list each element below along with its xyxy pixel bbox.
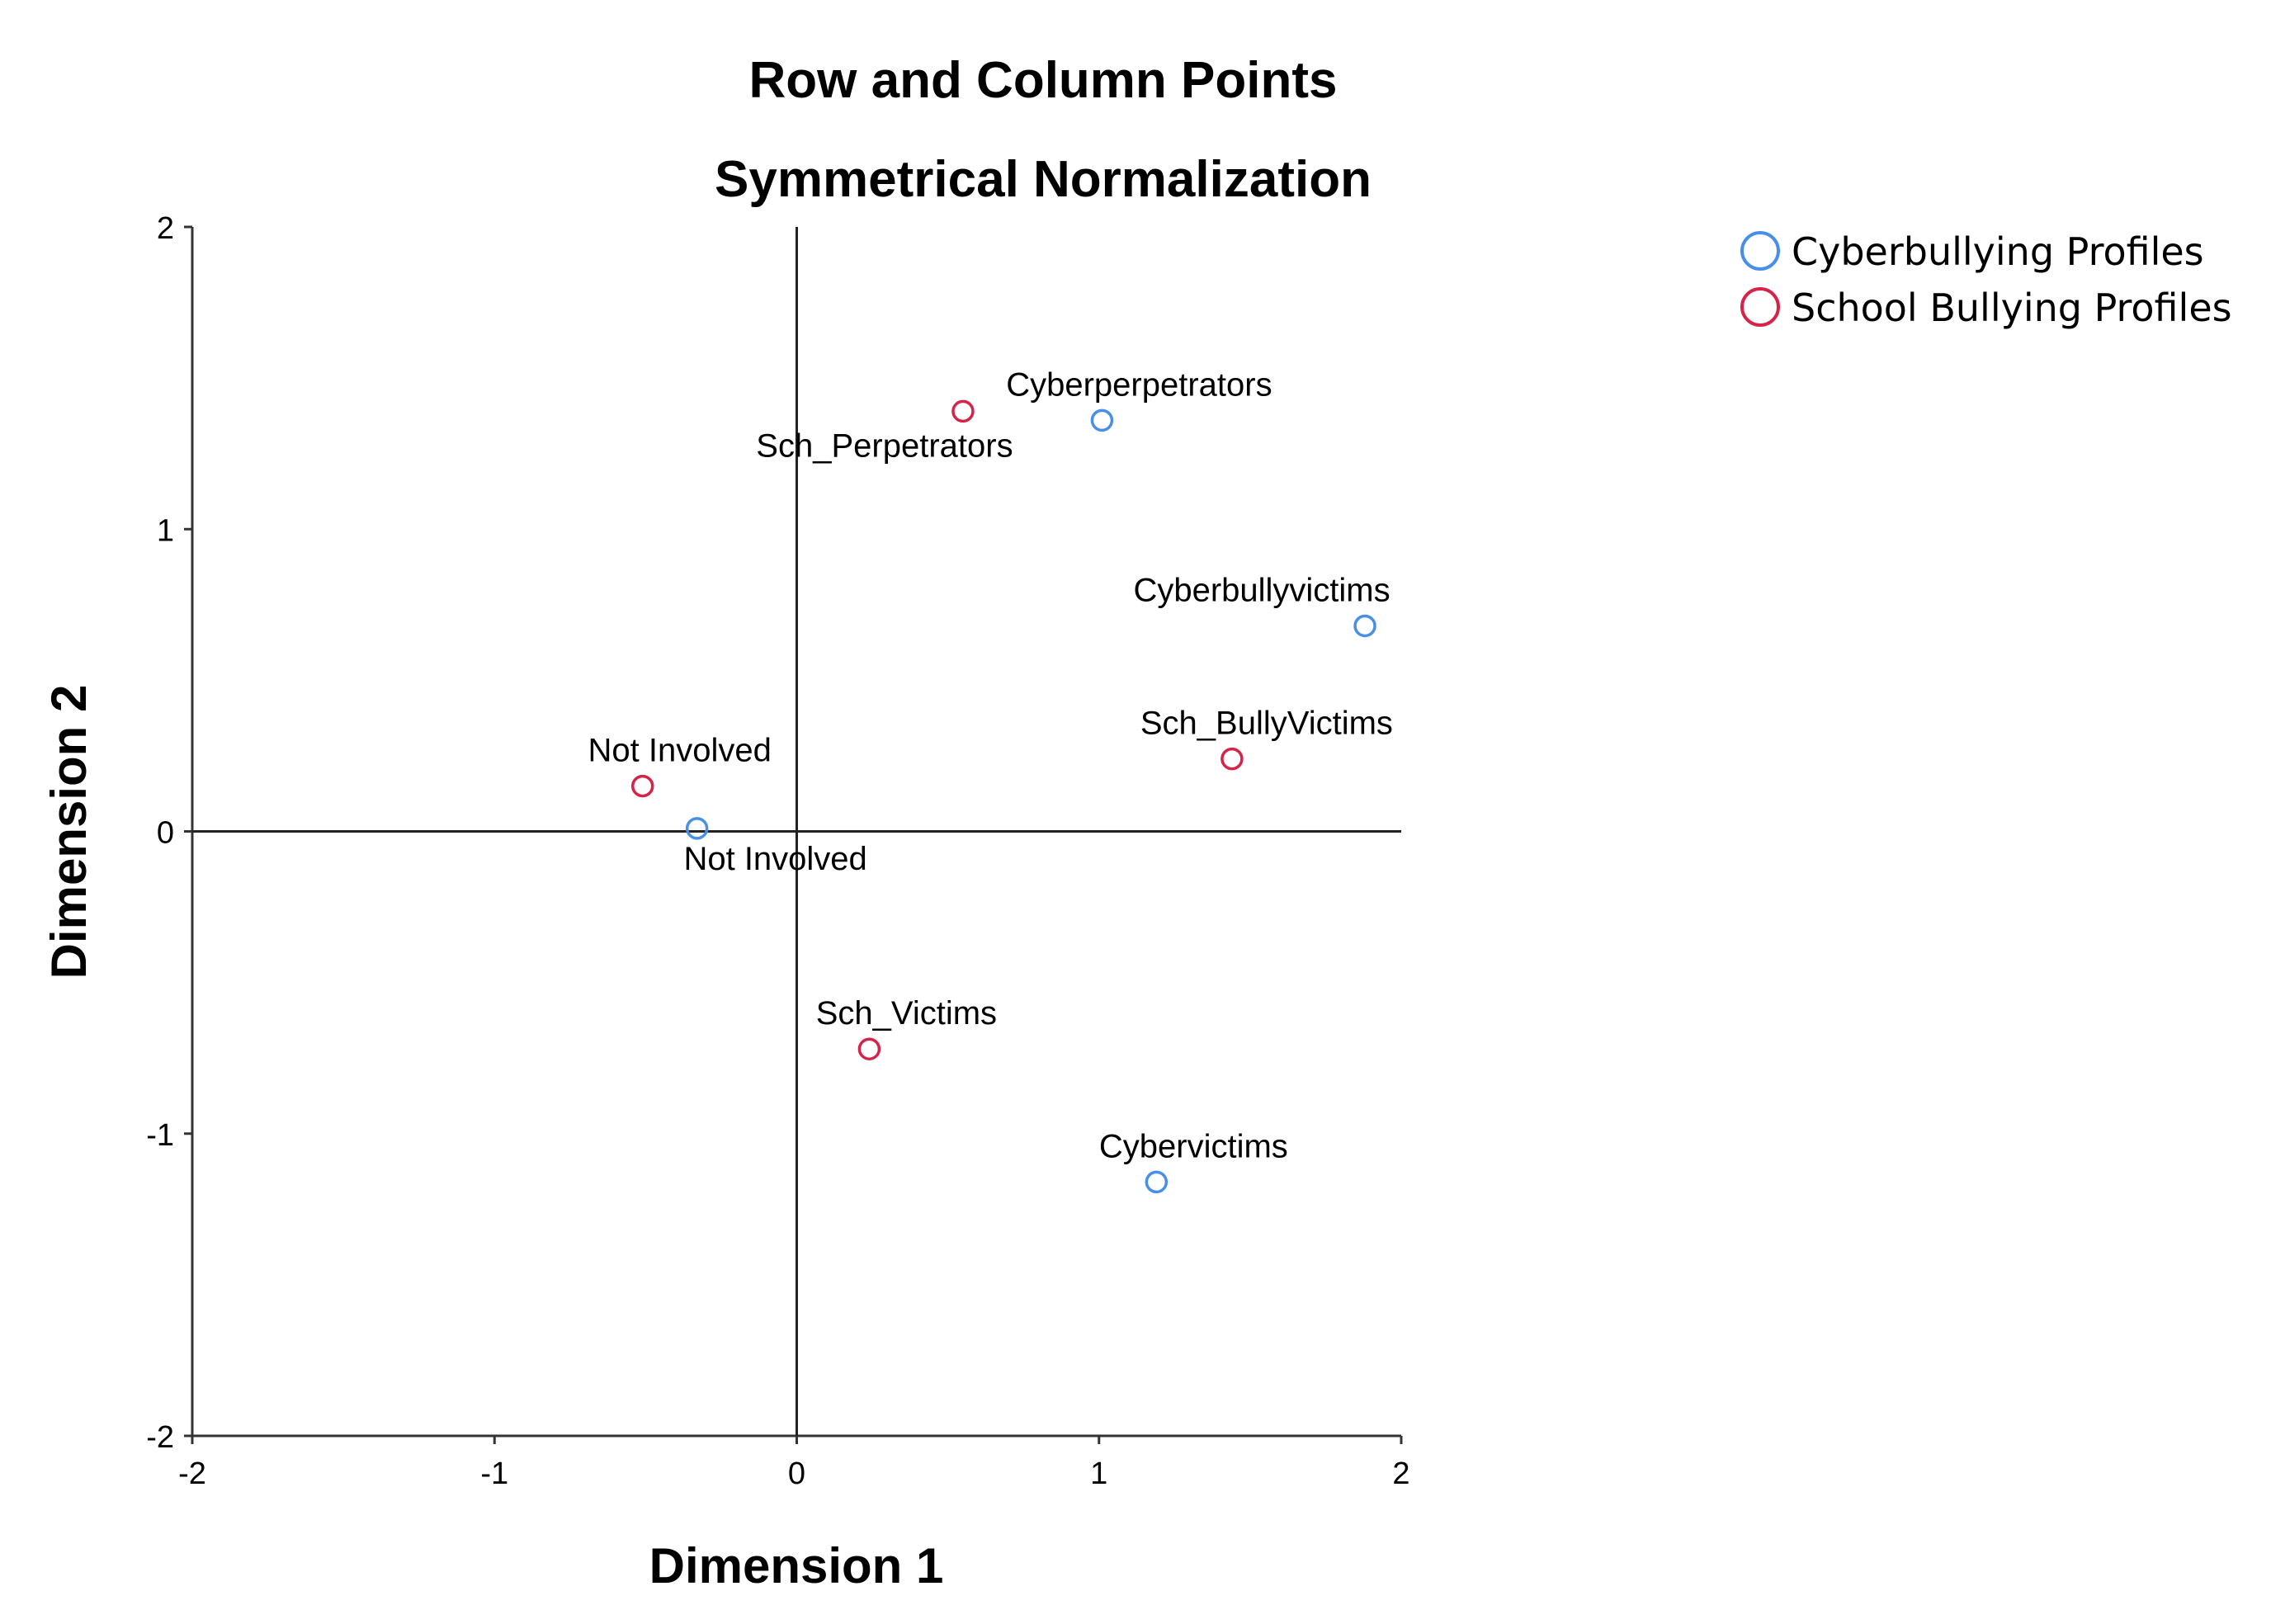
data-point-marker <box>951 399 975 423</box>
data-point-label: Not Involved <box>683 841 866 877</box>
y-tick-label: 1 <box>157 513 174 548</box>
data-point-marker <box>1353 614 1376 638</box>
data-point-label: Not Involved <box>588 733 772 769</box>
data-point-label: Sch_Victims <box>816 995 997 1032</box>
legend-marker <box>1740 231 1780 271</box>
data-point-label: Sch_Perpetrators <box>756 427 1013 464</box>
data-point-marker <box>1220 747 1244 771</box>
reference-lines <box>192 227 1401 1436</box>
data-point-label: Cyberperpetrators <box>1006 366 1272 403</box>
x-axis-ticks: -2 -1 0 1 2 <box>178 1436 1410 1491</box>
data-points: Cyberperpetrators Cyberbullyvictims Not In… <box>588 366 1393 1194</box>
data-point-marker <box>1145 1170 1169 1194</box>
data-point-label: Sch_BullyVictims <box>1140 706 1393 742</box>
y-axis-ticks: 2 1 0 -1 -2 <box>146 211 192 1455</box>
y-tick-label: -1 <box>146 1118 174 1153</box>
legend-label: School Bullying Profiles <box>1792 286 2232 330</box>
data-point-label: Cybervictims <box>1099 1128 1288 1164</box>
x-tick-label: 0 <box>788 1456 805 1491</box>
x-tick-label: -1 <box>480 1456 508 1491</box>
legend-marker <box>1740 287 1780 327</box>
y-tick-label: 2 <box>157 211 174 246</box>
y-tick-label: -2 <box>146 1420 174 1455</box>
data-point-marker <box>630 774 654 798</box>
data-point-label: Cyberbullyvictims <box>1133 572 1390 608</box>
x-tick-label: 2 <box>1392 1456 1409 1491</box>
chart-title: Row and Column Points <box>749 52 1338 109</box>
data-point-marker <box>857 1037 881 1060</box>
data-point-marker <box>685 817 709 840</box>
data-point-marker <box>1090 408 1114 432</box>
x-tick-label: -2 <box>178 1456 206 1491</box>
series-2: Sch_Perpetrators Sch_BullyVictims Not Invo… <box>588 399 1393 1060</box>
x-tick-label: 1 <box>1090 1456 1107 1491</box>
legend: Cyberbullying Profiles School Bullying Pr… <box>1740 229 2232 330</box>
chart-subtitle: Symmetrical Normalization <box>715 151 1372 208</box>
legend-label: Cyberbullying Profiles <box>1792 229 2204 274</box>
series-1: Cyberperpetrators Cyberbullyvictims Not In… <box>683 366 1390 1194</box>
y-axis-title: Dimension 2 <box>41 685 97 980</box>
x-axis-title: Dimension 1 <box>649 1538 944 1593</box>
y-tick-label: 0 <box>157 816 174 851</box>
